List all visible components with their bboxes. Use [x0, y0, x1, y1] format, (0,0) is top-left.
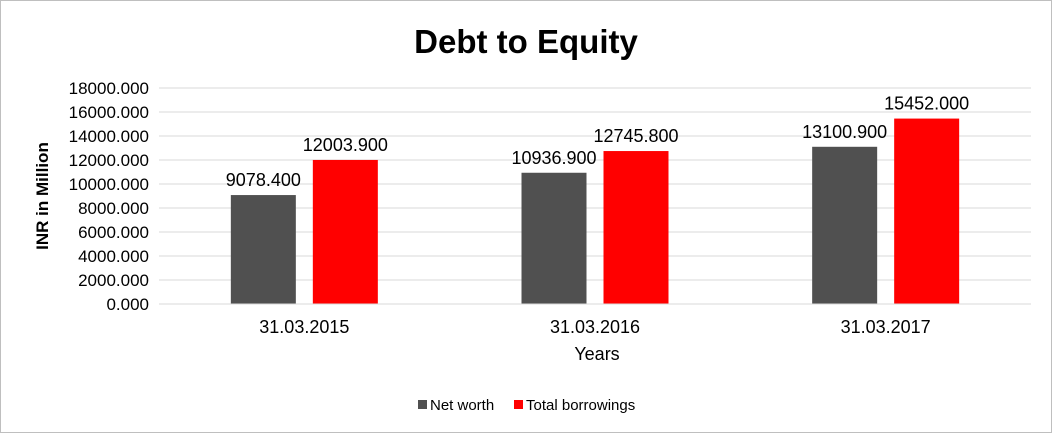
- data-label: 12003.900: [303, 135, 388, 155]
- x-tick-label: 31.03.2017: [841, 317, 931, 337]
- y-tick-label: 12000.000: [69, 151, 149, 170]
- legend-label-total-borrowings: Total borrowings: [526, 397, 635, 414]
- legend-label-net-worth: Net worth: [430, 397, 494, 414]
- chart-title: Debt to Equity: [414, 23, 638, 60]
- x-tick-label: 31.03.2015: [259, 317, 349, 337]
- legend-swatch-total-borrowings: [514, 400, 523, 409]
- y-tick-label: 10000.000: [69, 175, 149, 194]
- bar-net-worth: [521, 172, 587, 304]
- bar-total-borrowings: [312, 159, 378, 304]
- bar-net-worth: [230, 195, 296, 304]
- bar-net-worth: [812, 146, 878, 304]
- bar-total-borrowings: [603, 151, 669, 304]
- bars: [230, 118, 960, 305]
- x-tick-label: 31.03.2016: [550, 317, 640, 337]
- y-tick-label: 0.000: [106, 295, 149, 314]
- data-label: 15452.000: [884, 94, 969, 114]
- x-axis-ticks: 31.03.2015 31.03.2016 31.03.2017: [259, 317, 930, 337]
- y-tick-label: 8000.000: [78, 199, 149, 218]
- x-axis-label: Years: [574, 344, 619, 364]
- y-tick-label: 6000.000: [78, 223, 149, 242]
- data-label: 12745.800: [593, 126, 678, 146]
- data-label: 9078.400: [226, 170, 301, 190]
- y-axis-label: INR in Million: [33, 142, 52, 250]
- y-axis-ticks: 0.000 2000.000 4000.000 6000.000 8000.000 100…: [69, 79, 149, 314]
- y-tick-label: 4000.000: [78, 247, 149, 266]
- legend: Net worth Total borrowings: [418, 397, 635, 414]
- y-tick-label: 18000.000: [69, 79, 149, 98]
- bar-total-borrowings: [894, 118, 960, 305]
- data-label: 10936.900: [511, 148, 596, 168]
- legend-swatch-net-worth: [418, 400, 427, 409]
- y-tick-label: 14000.000: [69, 127, 149, 146]
- y-tick-label: 2000.000: [78, 271, 149, 290]
- gridlines: [159, 87, 1031, 281]
- data-label: 13100.900: [802, 122, 887, 142]
- y-tick-label: 16000.000: [69, 103, 149, 122]
